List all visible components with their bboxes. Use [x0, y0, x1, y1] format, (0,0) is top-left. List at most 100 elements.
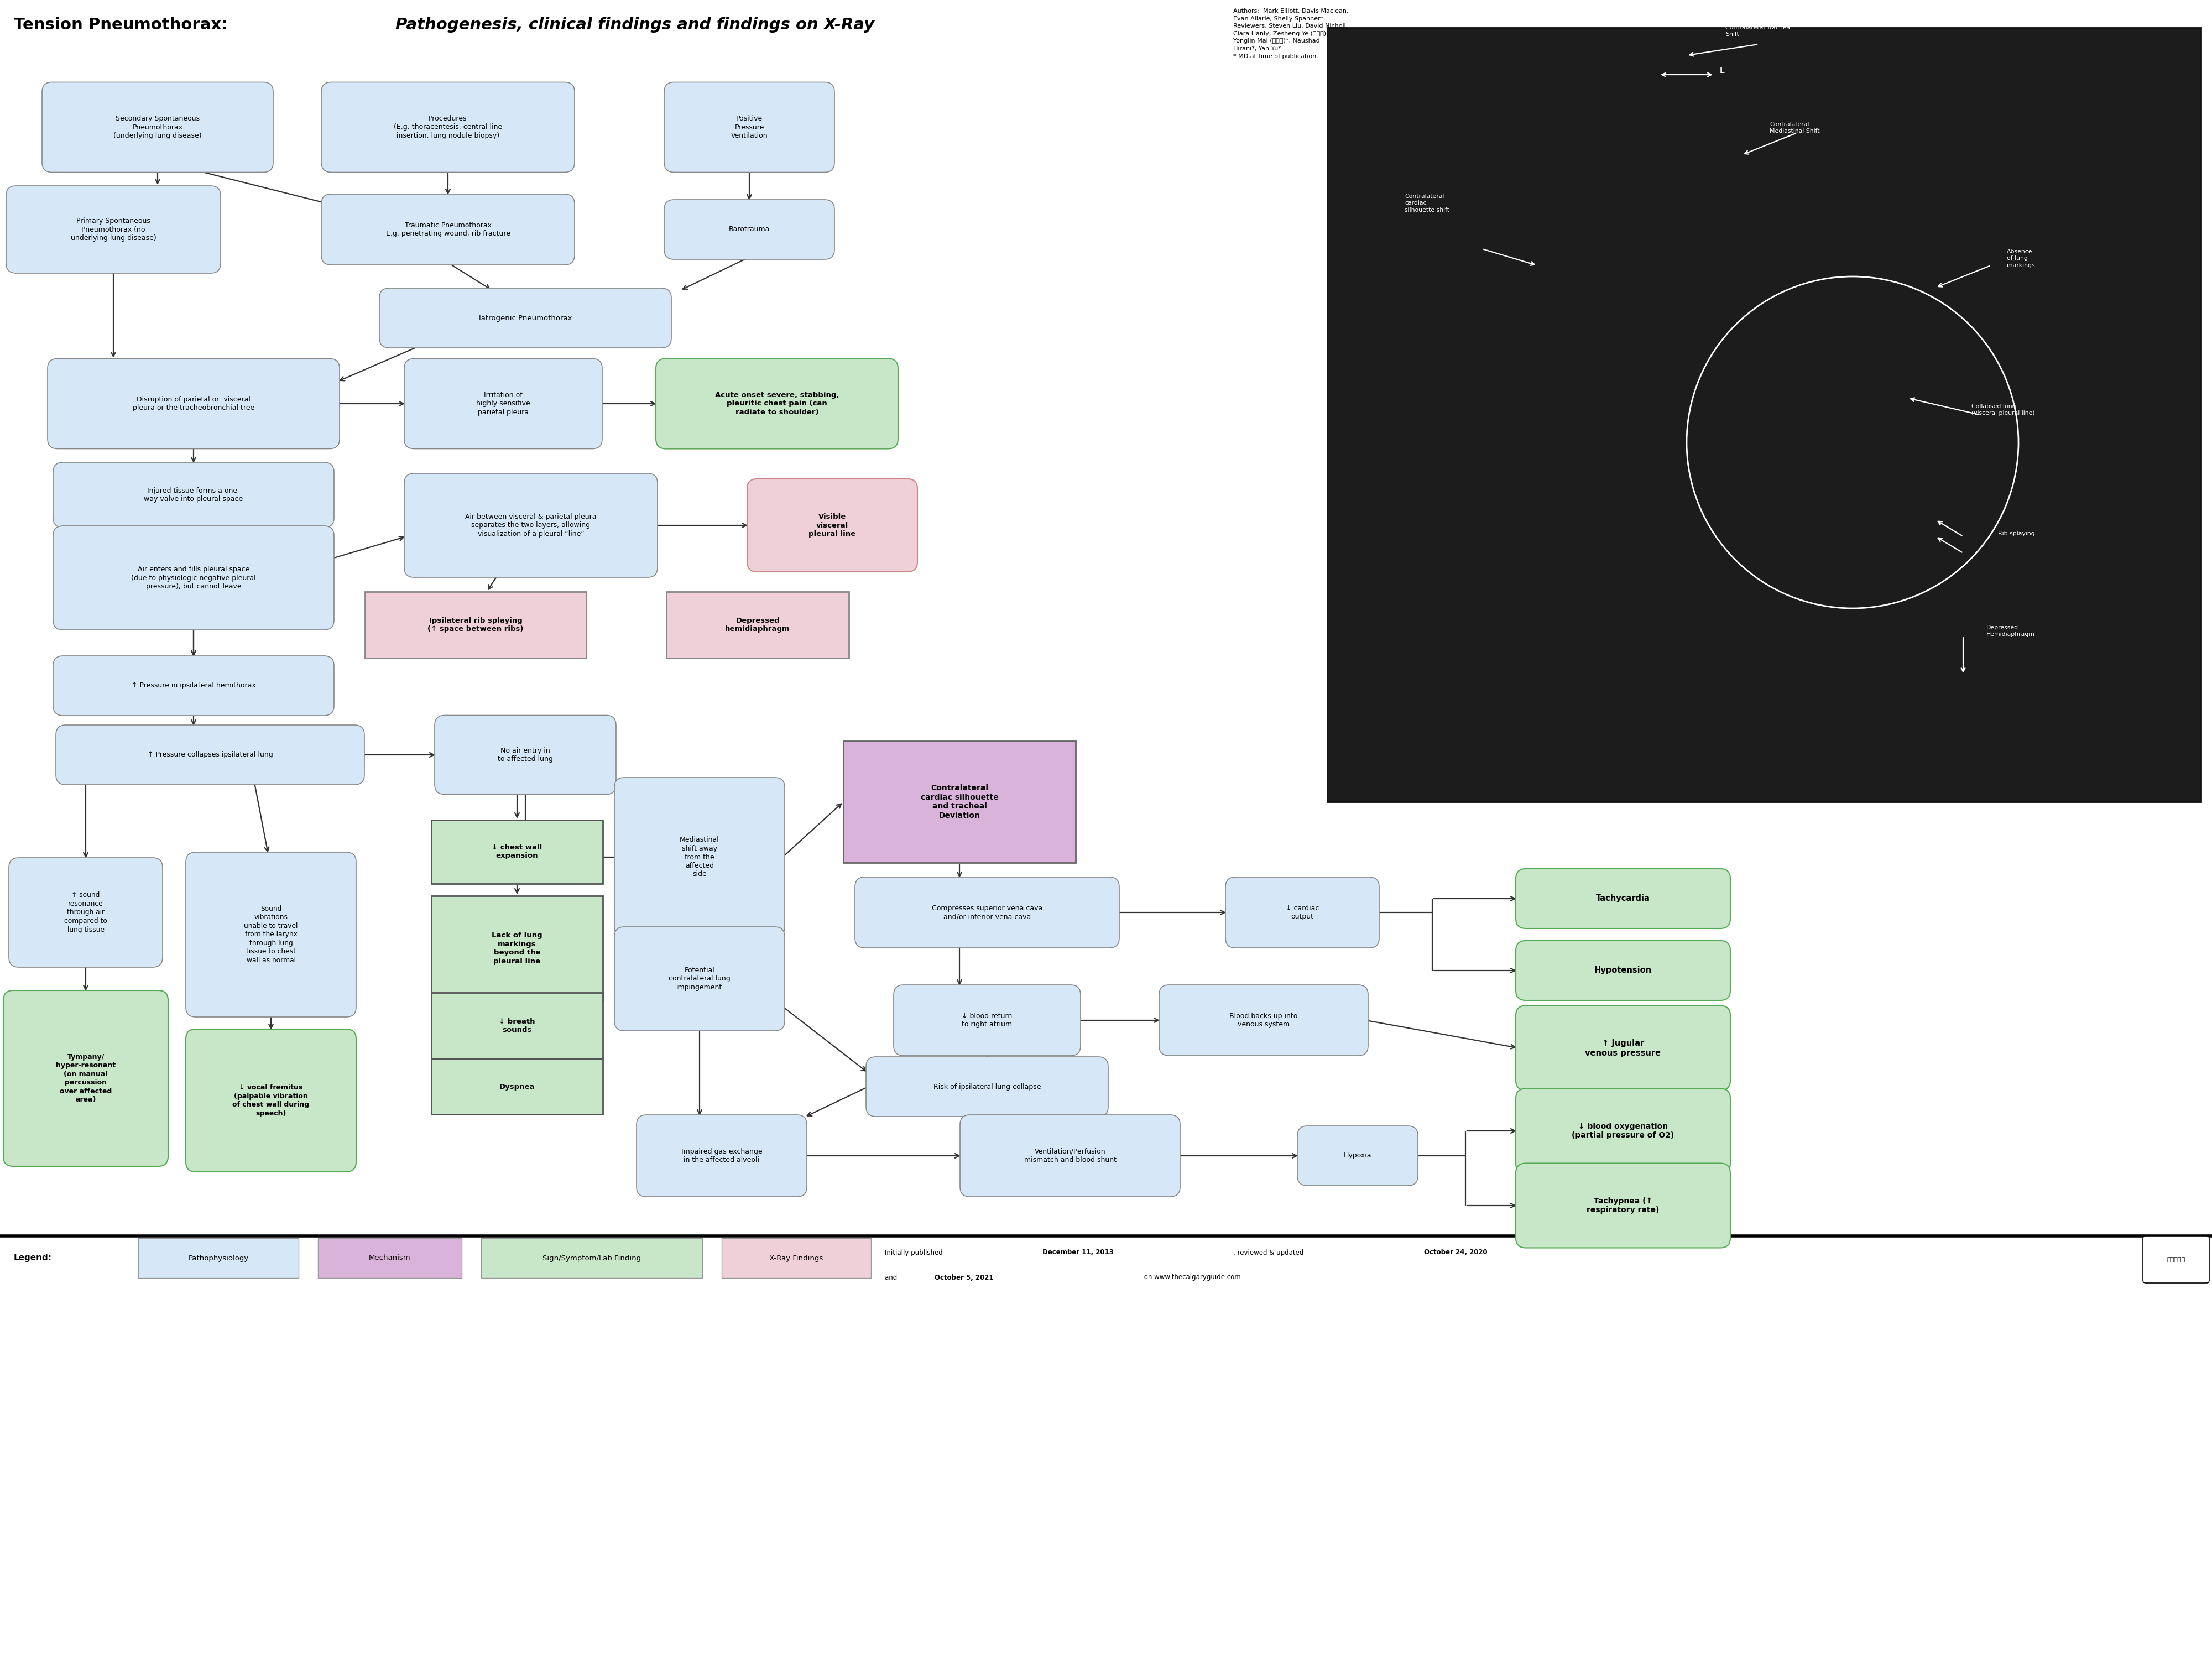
Text: Tympany/
hyper-resonant
(on manual
percussion
over affected
area): Tympany/ hyper-resonant (on manual percu… — [55, 1053, 115, 1103]
Text: Contralateral
cardiac silhouette
and tracheal
Deviation: Contralateral cardiac silhouette and tra… — [920, 785, 998, 820]
Text: Dyspnea: Dyspnea — [500, 1083, 535, 1090]
Text: Hypoxia: Hypoxia — [1343, 1151, 1371, 1160]
Text: Tension Pneumothorax:: Tension Pneumothorax: — [13, 17, 232, 33]
Bar — [137, 1238, 299, 1277]
FancyBboxPatch shape — [1515, 1088, 1730, 1173]
Text: ↓ cardiac
output: ↓ cardiac output — [1285, 904, 1318, 921]
Text: Iatrogenic Pneumothorax: Iatrogenic Pneumothorax — [478, 315, 573, 322]
FancyBboxPatch shape — [748, 479, 918, 572]
FancyBboxPatch shape — [380, 289, 672, 348]
FancyBboxPatch shape — [434, 715, 615, 795]
Bar — [365, 592, 586, 659]
FancyBboxPatch shape — [2143, 1236, 2210, 1282]
Text: Tachypnea (↑
respiratory rate): Tachypnea (↑ respiratory rate) — [1586, 1198, 1659, 1214]
Text: Mechanism: Mechanism — [369, 1254, 411, 1261]
Text: ↓ blood oxygenation
(partial pressure of O2): ↓ blood oxygenation (partial pressure of… — [1573, 1123, 1674, 1140]
Text: Visible
visceral
pleural line: Visible visceral pleural line — [810, 513, 856, 538]
Text: Disruption of parietal or  visceral
pleura or the tracheobronchial tree: Disruption of parietal or visceral pleur… — [133, 397, 254, 411]
FancyBboxPatch shape — [42, 81, 272, 173]
Bar — [721, 1238, 872, 1277]
FancyBboxPatch shape — [53, 526, 334, 630]
Text: Traumatic Pneumothorax
E.g. penetrating wound, rib fracture: Traumatic Pneumothorax E.g. penetrating … — [385, 222, 511, 237]
Text: Positive
Pressure
Ventilation: Positive Pressure Ventilation — [730, 114, 768, 139]
Bar — [319, 1238, 462, 1277]
Text: Sound
vibrations
unable to travel
from the larynx
through lung
tissue to chest
w: Sound vibrations unable to travel from t… — [243, 906, 299, 964]
Text: October 24, 2020: October 24, 2020 — [1425, 1249, 1486, 1256]
Text: Lack of lung
markings
beyond the
pleural line: Lack of lung markings beyond the pleural… — [491, 932, 542, 966]
FancyBboxPatch shape — [867, 1057, 1108, 1117]
Text: Authors:  Mark Elliott, Davis Maclean,
Evan Allarie, Shelly Spanner*
Reviewers: : Authors: Mark Elliott, Davis Maclean, Ev… — [1234, 8, 1349, 60]
FancyBboxPatch shape — [55, 725, 365, 785]
Text: Hypotension: Hypotension — [1595, 966, 1652, 975]
Text: Ventilation/Perfusion
mismatch and blood shunt: Ventilation/Perfusion mismatch and blood… — [1024, 1148, 1117, 1163]
Text: Contralateral
cardiac
silhouette shift: Contralateral cardiac silhouette shift — [1405, 194, 1449, 212]
Text: Initially published: Initially published — [885, 1249, 945, 1256]
FancyBboxPatch shape — [186, 853, 356, 1017]
FancyBboxPatch shape — [4, 990, 168, 1166]
FancyBboxPatch shape — [405, 473, 657, 577]
Text: Injured tissue forms a one-
way valve into pleural space: Injured tissue forms a one- way valve in… — [144, 488, 243, 503]
Text: Legend:: Legend: — [13, 1254, 53, 1262]
FancyBboxPatch shape — [894, 985, 1082, 1055]
FancyBboxPatch shape — [1515, 941, 1730, 1000]
FancyBboxPatch shape — [49, 358, 341, 450]
FancyBboxPatch shape — [405, 358, 602, 450]
Text: ↓ vocal fremitus
(palpable vibration
of chest wall during
speech): ↓ vocal fremitus (palpable vibration of … — [232, 1083, 310, 1117]
Bar — [666, 592, 849, 659]
FancyBboxPatch shape — [9, 858, 164, 967]
FancyBboxPatch shape — [637, 1115, 807, 1196]
Text: Pathophysiology: Pathophysiology — [188, 1254, 248, 1261]
Text: Compresses superior vena cava
and/or inferior vena cava: Compresses superior vena cava and/or inf… — [931, 904, 1042, 921]
Bar — [431, 820, 602, 883]
Text: Absence
of lung
markings: Absence of lung markings — [2006, 249, 2035, 269]
Text: ↑ Pressure collapses ipsilateral lung: ↑ Pressure collapses ipsilateral lung — [148, 752, 272, 758]
Bar — [1327, 28, 2201, 801]
Text: and: and — [885, 1274, 898, 1281]
Text: ↓ blood return
to right atrium: ↓ blood return to right atrium — [962, 1012, 1013, 1029]
Text: Irritation of
highly sensitive
parietal pleura: Irritation of highly sensitive parietal … — [476, 392, 531, 416]
Bar — [431, 992, 602, 1058]
Text: Secondary Spontaneous
Pneumothorax
(underlying lung disease): Secondary Spontaneous Pneumothorax (unde… — [113, 114, 201, 139]
Text: Depressed
hemidiaphragm: Depressed hemidiaphragm — [726, 617, 790, 632]
Text: Impaired gas exchange
in the affected alveoli: Impaired gas exchange in the affected al… — [681, 1148, 763, 1163]
Text: ↑ Jugular
venous pressure: ↑ Jugular venous pressure — [1586, 1039, 1661, 1057]
Text: ↑ Pressure in ipsilateral hemithorax: ↑ Pressure in ipsilateral hemithorax — [131, 682, 257, 690]
Text: Collapsed lung
(visceral pleural line): Collapsed lung (visceral pleural line) — [1971, 403, 2035, 416]
FancyBboxPatch shape — [53, 463, 334, 528]
FancyBboxPatch shape — [7, 186, 221, 274]
FancyBboxPatch shape — [856, 878, 1119, 947]
Text: Tachycardia: Tachycardia — [1597, 894, 1650, 902]
FancyBboxPatch shape — [53, 655, 334, 715]
FancyBboxPatch shape — [615, 927, 785, 1030]
Text: Air enters and fills pleural space
(due to physiologic negative pleural
pressure: Air enters and fills pleural space (due … — [131, 566, 257, 591]
Text: Procedures
(E.g. thoracentesis, central line
insertion, lung nodule biopsy): Procedures (E.g. thoracentesis, central … — [394, 114, 502, 139]
FancyBboxPatch shape — [1515, 1005, 1730, 1090]
Text: Blood backs up into
venous system: Blood backs up into venous system — [1230, 1012, 1298, 1029]
Text: Ipsilateral rib splaying
(↑ space between ribs): Ipsilateral rib splaying (↑ space betwee… — [427, 617, 524, 632]
Text: ↓ breath
sounds: ↓ breath sounds — [500, 1019, 535, 1034]
FancyBboxPatch shape — [664, 199, 834, 259]
Bar — [843, 742, 1075, 863]
Text: Ⓒⓔⓑⓢⓐ: Ⓒⓔⓑⓢⓐ — [2168, 1258, 2185, 1262]
FancyBboxPatch shape — [657, 358, 898, 450]
FancyBboxPatch shape — [1296, 1126, 1418, 1186]
FancyBboxPatch shape — [1159, 985, 1367, 1055]
Text: Barotrauma: Barotrauma — [728, 226, 770, 234]
FancyBboxPatch shape — [186, 1029, 356, 1171]
Bar — [480, 1238, 703, 1277]
Text: Sign/Symptom/Lab Finding: Sign/Symptom/Lab Finding — [542, 1254, 641, 1261]
Text: Contralateral
Mediastinal Shift: Contralateral Mediastinal Shift — [1770, 121, 1820, 134]
Text: on www.thecalgaryguide.com: on www.thecalgaryguide.com — [1141, 1274, 1241, 1281]
FancyBboxPatch shape — [1515, 1163, 1730, 1248]
FancyBboxPatch shape — [321, 194, 575, 265]
Text: , reviewed & updated: , reviewed & updated — [1234, 1249, 1305, 1256]
Text: Mediastinal
shift away
from the
affected
side: Mediastinal shift away from the affected… — [679, 836, 719, 878]
Text: Primary Spontaneous
Pneumothorax (no
underlying lung disease): Primary Spontaneous Pneumothorax (no und… — [71, 217, 157, 242]
FancyBboxPatch shape — [664, 81, 834, 173]
Text: ↑ sound
resonance
through air
compared to
lung tissue: ↑ sound resonance through air compared t… — [64, 893, 106, 932]
Text: ↓ chest wall
expansion: ↓ chest wall expansion — [491, 844, 542, 859]
FancyBboxPatch shape — [615, 778, 785, 937]
Text: Air between visceral & parietal pleura
separates the two layers, allowing
visual: Air between visceral & parietal pleura s… — [465, 513, 597, 538]
Text: Contralateral Trachea
Shift: Contralateral Trachea Shift — [1725, 25, 1790, 36]
Text: October 5, 2021: October 5, 2021 — [933, 1274, 993, 1281]
